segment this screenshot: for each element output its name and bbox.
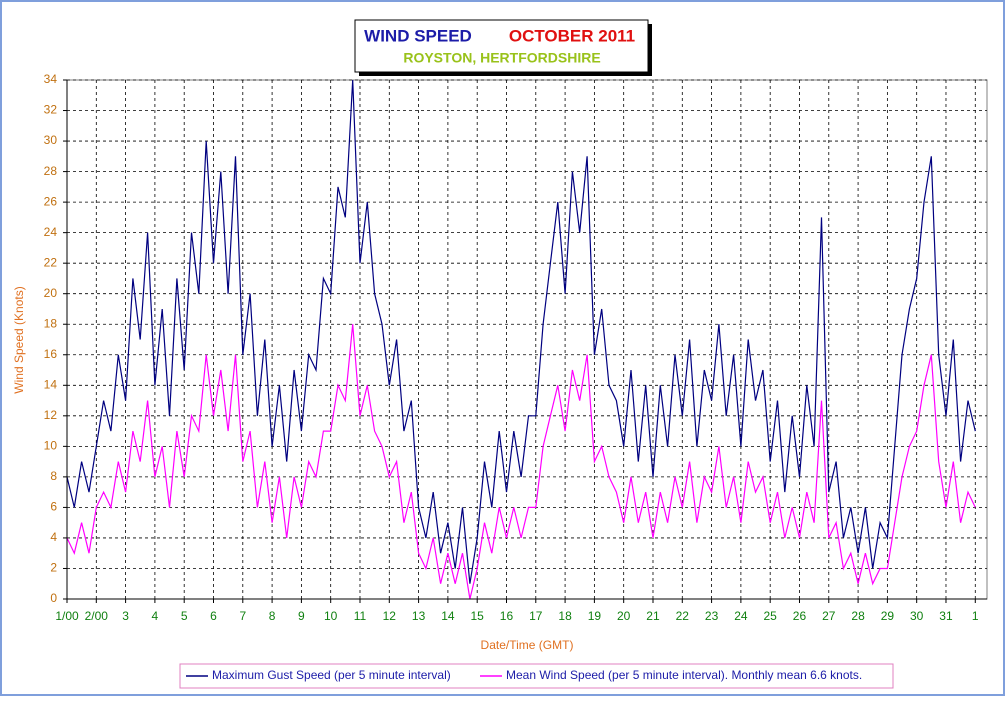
- y-tick-label: 20: [44, 286, 58, 300]
- x-tick-label: 9: [298, 609, 305, 623]
- x-tick-label: 16: [500, 609, 514, 623]
- x-tick-label: 10: [324, 609, 338, 623]
- x-tick-label: 18: [558, 609, 572, 623]
- y-tick-label: 28: [44, 164, 58, 178]
- x-tick-label: 25: [764, 609, 778, 623]
- x-tick-label: 13: [412, 609, 426, 623]
- legend-label: Maximum Gust Speed (per 5 minute interva…: [212, 668, 451, 682]
- x-tick-label: 14: [441, 609, 455, 623]
- x-tick-label: 31: [939, 609, 953, 623]
- x-tick-label: 24: [734, 609, 748, 623]
- x-tick-label: 22: [676, 609, 690, 623]
- x-tick-label: 1: [972, 609, 979, 623]
- y-tick-label: 22: [44, 255, 58, 269]
- x-tick-label: 6: [210, 609, 217, 623]
- x-tick-label: 2/00: [85, 609, 109, 623]
- x-tick-label: 17: [529, 609, 543, 623]
- chart-title-period: OCTOBER 2011: [509, 26, 635, 45]
- y-tick-label: 2: [50, 561, 57, 575]
- y-tick-label: 14: [44, 377, 58, 391]
- y-tick-label: 32: [44, 103, 58, 117]
- series-line: [66, 79, 976, 584]
- x-tick-label: 1/00: [55, 609, 79, 623]
- y-tick-label: 4: [50, 530, 57, 544]
- x-tick-label: 15: [471, 609, 485, 623]
- y-axis-label: Wind Speed (Knots): [12, 286, 26, 393]
- y-tick-label: 6: [50, 500, 57, 514]
- y-tick-label: 18: [44, 316, 58, 330]
- series-line: [66, 324, 976, 600]
- chart-subtitle: ROYSTON, HERTFORDSHIRE: [403, 50, 600, 66]
- x-tick-label: 20: [617, 609, 631, 623]
- y-tick-label: 26: [44, 194, 58, 208]
- x-tick-label: 11: [354, 609, 367, 623]
- y-tick-label: 16: [44, 347, 58, 361]
- chart-title: WIND SPEED: [364, 26, 472, 45]
- x-tick-label: 8: [269, 609, 276, 623]
- x-tick-label: 7: [239, 609, 246, 623]
- x-tick-label: 26: [793, 609, 807, 623]
- y-tick-label: 34: [44, 72, 58, 86]
- x-tick-label: 5: [181, 609, 188, 623]
- x-tick-label: 23: [705, 609, 719, 623]
- y-tick-label: 12: [44, 408, 58, 422]
- x-tick-label: 19: [588, 609, 602, 623]
- x-tick-label: 4: [152, 609, 159, 623]
- x-tick-label: 28: [851, 609, 865, 623]
- y-tick-label: 24: [44, 225, 58, 239]
- x-tick-label: 27: [822, 609, 836, 623]
- x-tick-label: 30: [910, 609, 924, 623]
- title-box: [354, 19, 649, 73]
- y-tick-label: 8: [50, 469, 57, 483]
- y-tick-label: 10: [44, 439, 58, 453]
- x-tick-label: 3: [122, 609, 129, 623]
- x-tick-label: 12: [383, 609, 397, 623]
- x-axis-label: Date/Time (GMT): [481, 638, 574, 652]
- x-tick-label: 21: [646, 609, 660, 623]
- x-tick-label: 29: [881, 609, 895, 623]
- y-tick-label: 0: [50, 591, 57, 605]
- legend-label: Mean Wind Speed (per 5 minute interval).…: [506, 668, 862, 682]
- legend-box: [179, 663, 894, 689]
- y-tick-label: 30: [44, 133, 58, 147]
